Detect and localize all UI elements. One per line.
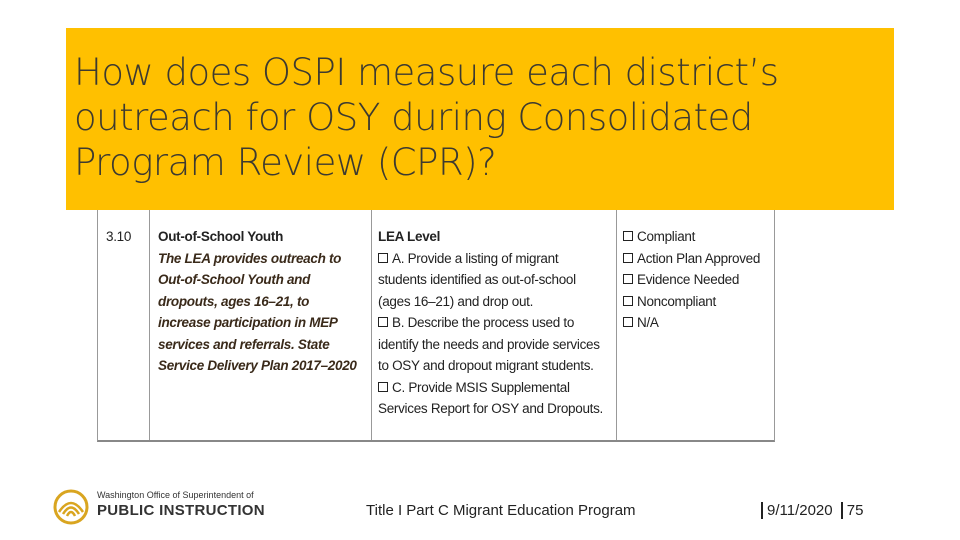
ratings-list: Compliant Action Plan Approved Evidence Ne…	[623, 226, 773, 334]
evidence-item-row: A. Provide a listing of migrant students…	[378, 248, 610, 313]
topic-body: The LEA provides outreach to Out-of-Scho…	[158, 250, 357, 374]
rating-option-row: Noncompliant	[623, 291, 773, 313]
org-name: PUBLIC INSTRUCTION	[97, 502, 265, 519]
page-number: 75	[840, 502, 864, 519]
column-rule	[616, 210, 617, 440]
program-name: Title I Part C Migrant Education Program	[366, 502, 636, 519]
checkbox	[378, 317, 388, 327]
ratings-cell: Compliant Action Plan Approved Evidence Ne…	[623, 226, 773, 440]
checkbox	[378, 252, 388, 263]
column-rule	[149, 210, 150, 440]
rating-option-row: Action Plan Approved	[623, 248, 773, 270]
evidence-item: A. Provide a listing of migrant students…	[378, 250, 576, 309]
rating-option-row: Compliant	[623, 226, 773, 248]
ospi-logo: Washington Office of Superintendent of P…	[52, 488, 265, 531]
evidence-list: A. Provide a listing of migrant students…	[378, 248, 610, 420]
rating-option: Noncompliant	[637, 293, 716, 309]
rating-option: Action Plan Approved	[637, 250, 761, 266]
checkbox	[623, 317, 633, 327]
topic-heading: Out-of-School Youth	[158, 229, 284, 244]
topic-cell: Out-of-School Youth The LEA provides out…	[158, 226, 364, 440]
item-number: 3.10	[106, 229, 132, 244]
org-line: Washington Office of Superintendent of	[97, 490, 254, 500]
logo-mark	[53, 489, 89, 525]
checkbox	[378, 381, 388, 392]
rating-option: Compliant	[637, 229, 696, 244]
checkbox	[623, 231, 633, 241]
evidence-item: C. Provide MSIS Supplemental Services Re…	[378, 379, 604, 417]
rating-option-row: N/A	[623, 312, 773, 334]
checkbox	[623, 295, 633, 306]
rating-option-row: Evidence Needed	[623, 269, 773, 291]
evidence-item-row: C. Provide MSIS Supplemental Services Re…	[378, 377, 610, 420]
evidence-item-row: B. Describe the process used to identify…	[378, 312, 610, 377]
rating-option: N/A	[637, 315, 659, 330]
title-box: How does OSPI measure each district’s ou…	[66, 28, 894, 210]
checkbox	[623, 252, 633, 263]
evidence-item: B. Describe the process used to identify…	[378, 315, 600, 373]
evidence-cell: LEA Level A. Provide a listing of migran…	[378, 226, 610, 440]
date: 9/11/2020	[761, 502, 833, 519]
column-rule	[371, 210, 372, 440]
slide-title: How does OSPI measure each district’s ou…	[74, 51, 779, 184]
evidence-heading: LEA Level	[378, 229, 441, 244]
checkbox	[623, 274, 633, 284]
footer-meta: 9/11/2020 75	[757, 502, 864, 519]
cpr-table: 3.10 Out-of-School Youth The LEA provide…	[97, 210, 775, 442]
rating-option: Evidence Needed	[637, 272, 740, 287]
